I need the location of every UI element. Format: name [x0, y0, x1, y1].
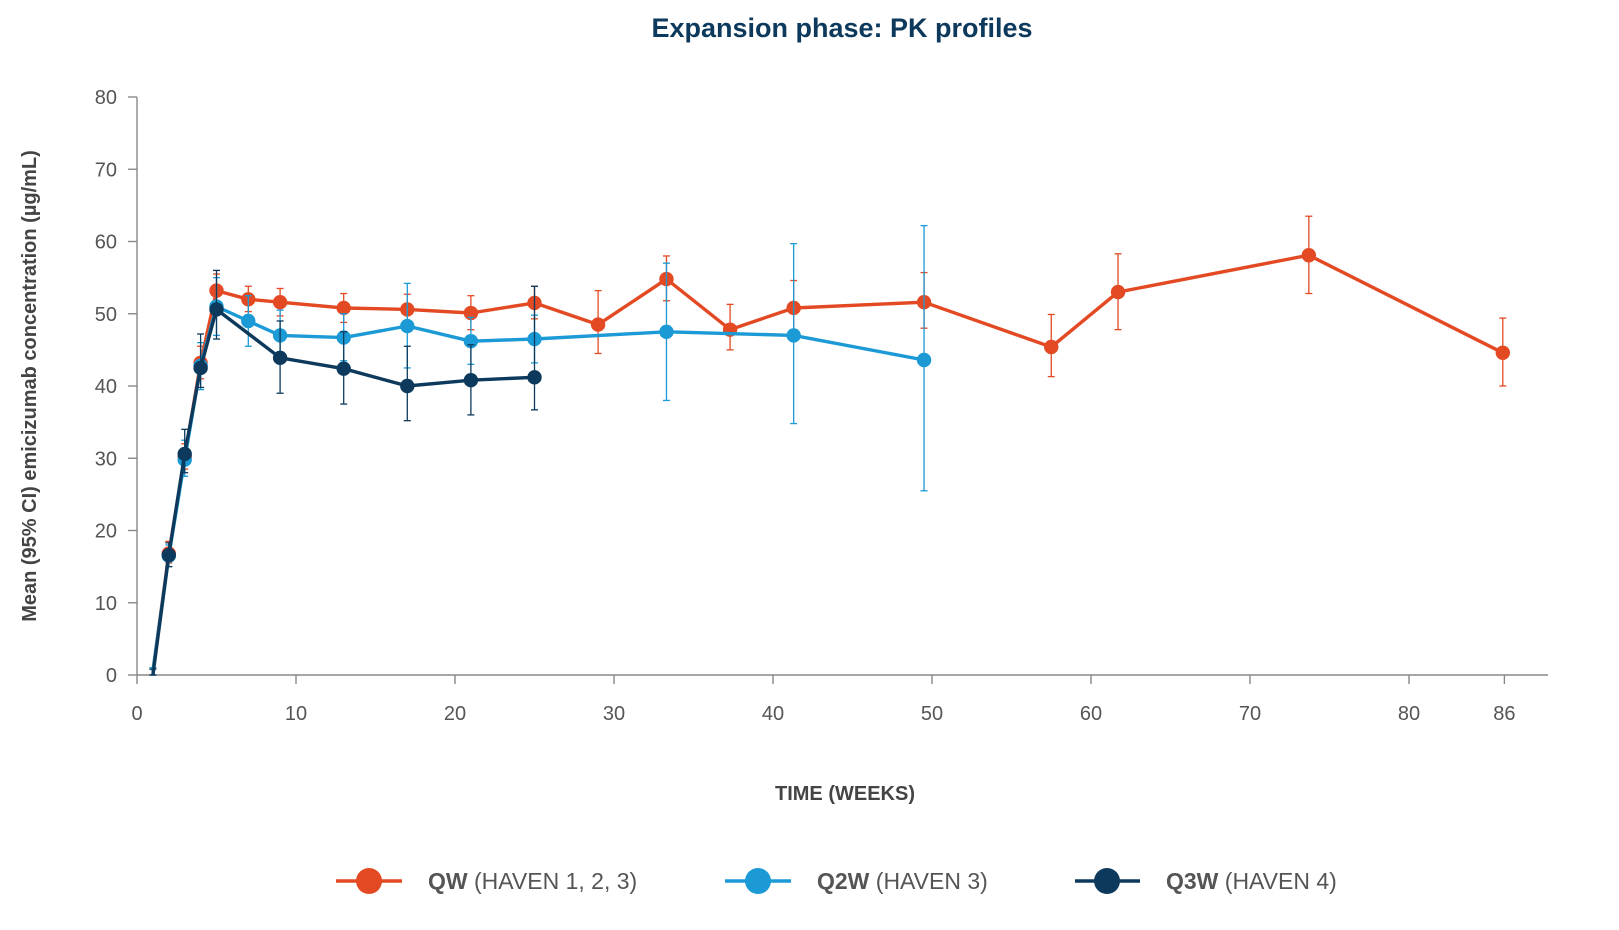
data-point [193, 360, 208, 376]
legend-label-rest: (HAVEN 3) [869, 868, 987, 894]
series-line-q3w [151, 307, 535, 676]
data-point [336, 361, 351, 376]
data-point [1495, 345, 1511, 360]
legend-item-qw: QW (HAVEN 1, 2, 3) [336, 868, 637, 894]
data-point [463, 373, 479, 388]
y-tick-labels: 0 10 20 30 40 50 60 70 80 [95, 87, 117, 687]
data-point [1301, 248, 1317, 263]
legend-label: QW (HAVEN 1, 2, 3) [428, 868, 637, 894]
axes [128, 96, 1548, 684]
y-axis-label: Mean (95% CI) emicizumab concentration (… [19, 150, 41, 622]
series-qw [149, 215, 1511, 676]
data-point [161, 547, 176, 563]
data-point [463, 334, 479, 349]
y-tick-label: 80 [95, 87, 117, 109]
x-tick-label: 0 [131, 703, 142, 725]
x-tick-label: 70 [1239, 703, 1261, 725]
data-point [400, 318, 415, 334]
legend-label-rest: (HAVEN 1, 2, 3) [468, 868, 638, 894]
y-tick-label: 30 [95, 448, 117, 470]
y-tick-label: 10 [95, 593, 117, 615]
y-tick-label: 70 [95, 159, 117, 181]
series-q3w [149, 269, 542, 676]
error-bar [531, 285, 538, 411]
data-point [209, 302, 224, 317]
legend-label-bold: QW [428, 868, 468, 894]
x-tick-label: 80 [1398, 703, 1420, 725]
legend-item-q2w: Q2W (HAVEN 3) [725, 868, 988, 894]
data-point [527, 370, 542, 385]
legend-item-q3w: Q3W (HAVEN 4) [1075, 868, 1337, 894]
legend-marker [745, 868, 771, 894]
legend-label-rest: (HAVEN 4) [1218, 868, 1336, 894]
data-point [1044, 339, 1059, 355]
data-point [177, 446, 192, 462]
legend-marker [356, 868, 382, 894]
data-point [659, 324, 674, 340]
x-tick-label: 50 [921, 703, 943, 725]
data-point [590, 317, 606, 332]
legend-label-bold: Q2W [817, 868, 870, 894]
y-tick-label: 60 [95, 232, 117, 254]
x-tick-label: 40 [762, 703, 784, 725]
data-point [241, 313, 256, 329]
y-tick-label: 0 [106, 665, 117, 687]
series-layer [149, 215, 1511, 676]
x-axis-label: TIME (WEEKS) [775, 783, 915, 805]
x-tick-label: 60 [1080, 703, 1102, 725]
x-tick-label: 30 [603, 703, 625, 725]
data-point [463, 305, 479, 321]
y-tick-label: 20 [95, 521, 117, 543]
chart-title: Expansion phase: PK profiles [651, 13, 1032, 43]
series-q2w [149, 224, 932, 676]
data-point [1110, 284, 1126, 300]
legend: QW (HAVEN 1, 2, 3) Q2W (HAVEN 3) Q3W (HAVE… [336, 868, 1337, 894]
legend-marker [1094, 868, 1120, 894]
series-line-q2w [151, 304, 925, 672]
data-point [786, 328, 801, 343]
x-tick-label: 10 [285, 703, 307, 725]
legend-label: Q3W (HAVEN 4) [1166, 868, 1337, 894]
data-point [916, 352, 932, 368]
x-tick-label: 20 [444, 703, 466, 725]
y-tick-label: 40 [95, 376, 117, 398]
series-line-qw [151, 253, 1504, 672]
x-tick-labels: 0 10 20 30 40 50 60 70 80 86 [131, 703, 1515, 725]
data-point [336, 300, 351, 316]
data-point [272, 294, 288, 310]
y-tick-label: 50 [95, 304, 117, 326]
x-tick-label: 86 [1493, 703, 1515, 725]
data-point [272, 350, 288, 366]
legend-label: Q2W (HAVEN 3) [817, 868, 988, 894]
data-point [400, 378, 415, 394]
legend-label-bold: Q3W [1166, 868, 1219, 894]
